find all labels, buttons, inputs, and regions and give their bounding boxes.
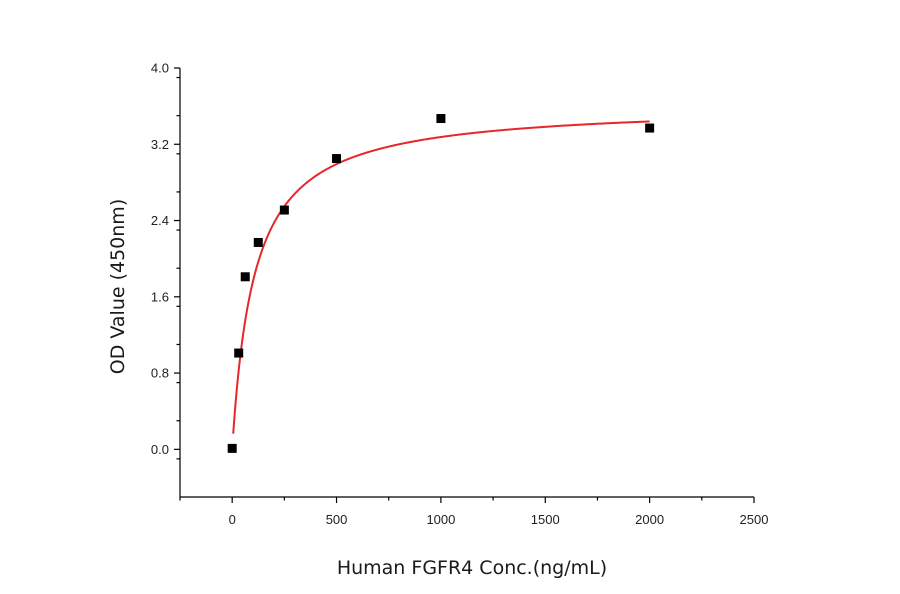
data-point xyxy=(253,237,263,247)
fit-curve-line xyxy=(232,120,650,435)
data-point xyxy=(332,154,342,164)
x-tick-label: 1500 xyxy=(531,512,560,527)
x-tick-label: 2000 xyxy=(635,512,664,527)
data-point xyxy=(234,348,244,358)
x-axis-title: Human FGFR4 Conc.(ng/mL) xyxy=(337,557,607,579)
y-axis-ticks: 0.0 0.8 1.6 2.4 3.2 4.0 xyxy=(151,61,180,460)
y-tick-label: 4.0 xyxy=(151,61,169,76)
x-tick-label: 2500 xyxy=(740,512,769,527)
data-point xyxy=(227,443,237,453)
y-tick-label: 0.0 xyxy=(151,442,169,457)
data-points-layer xyxy=(227,114,655,453)
y-tick-label: 2.4 xyxy=(151,213,169,228)
data-point xyxy=(240,272,250,282)
y-tick-label: 1.6 xyxy=(151,289,169,304)
x-tick-label: 500 xyxy=(326,512,348,527)
fit-curve-layer xyxy=(232,120,650,435)
data-point xyxy=(436,114,446,124)
y-tick-label: 0.8 xyxy=(151,366,169,381)
x-axis-ticks: 0 500 1000 1500 2000 2500 xyxy=(179,497,769,527)
axes xyxy=(179,68,754,498)
y-axis-title: OD Value (450nm) xyxy=(107,199,129,374)
y-tick-label: 3.2 xyxy=(151,137,169,152)
x-tick-label: 0 xyxy=(229,512,236,527)
x-tick-label: 1000 xyxy=(426,512,455,527)
data-point xyxy=(645,123,655,133)
data-point xyxy=(279,205,289,215)
